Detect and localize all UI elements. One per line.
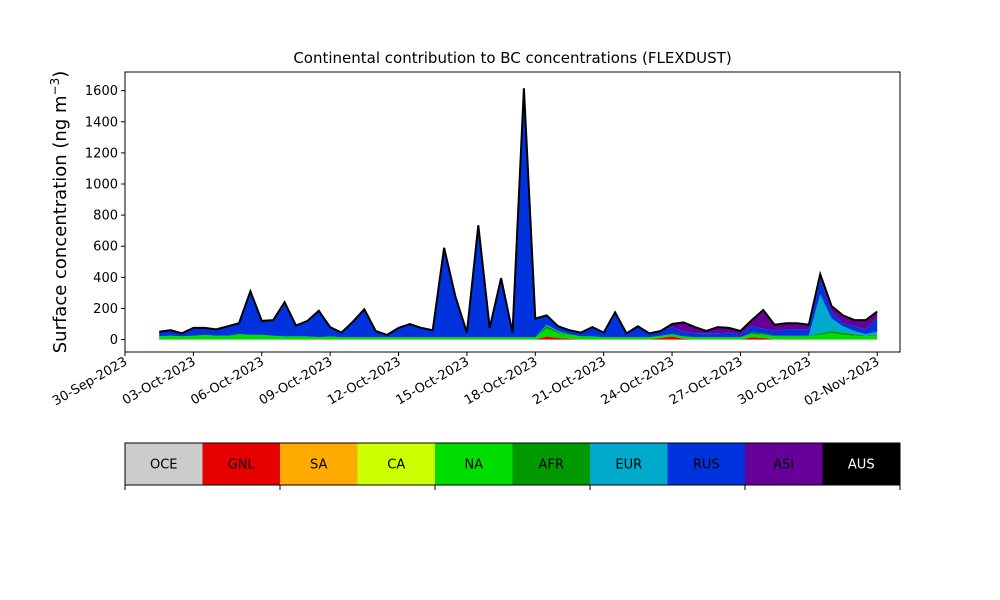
chart-title: Continental contribution to BC concentra…: [293, 49, 731, 67]
colorbar-legend: OCE GNL SA CA NA AFR EUR RUS ASI AUS: [124, 442, 901, 490]
y-tick-label: 600: [93, 240, 118, 255]
y-tick-label: 1000: [85, 178, 118, 193]
legend-swatch-oce: [125, 443, 203, 485]
legend-label-aus: AUS: [848, 458, 875, 473]
y-tick-label: 400: [93, 271, 118, 286]
y-tick-label: 0: [110, 333, 118, 348]
legend-swatch-aus: [822, 443, 901, 485]
y-axis-label: Surface concentration (ng m−3): [48, 71, 71, 354]
plot-frame: [124, 71, 901, 353]
x-tick-label: 12-Oct-2023: [325, 354, 403, 408]
y-axis-label-close: ): [50, 71, 71, 78]
area-na: [159, 328, 878, 340]
total-line: [159, 88, 878, 336]
legend-swatch-rus: [667, 443, 746, 485]
y-tick-label: 800: [93, 209, 118, 224]
legend-swatch-sa: [280, 443, 358, 485]
legend-label-rus: RUS: [693, 458, 720, 473]
axes: 0 200 400 600 800 1000 1200 1400 1600 30-Sep-202…: [50, 71, 901, 409]
x-tick-label: 24-Oct-2023: [599, 354, 677, 408]
legend-swatch-gnl: [202, 443, 281, 485]
area-afr: [159, 325, 878, 338]
y-axis-ticks: 0 200 400 600 800 1000 1200 1400 1600: [85, 84, 125, 348]
x-tick-label: 09-Oct-2023: [257, 354, 335, 408]
legend-label-eur: EUR: [615, 458, 642, 473]
legend-label-na: NA: [464, 458, 483, 473]
y-tick-label: 200: [93, 302, 118, 317]
x-tick-label: 27-Oct-2023: [667, 354, 745, 408]
x-tick-label: 30-Oct-2023: [735, 354, 813, 408]
y-tick-label: 1400: [85, 115, 118, 130]
legend-swatch-ca: [357, 443, 436, 485]
y-axis-label-main: Surface concentration (ng m: [50, 95, 71, 353]
legend-swatch-afr: [512, 443, 591, 485]
legend-label-ca: CA: [387, 458, 405, 473]
x-tick-label: 06-Oct-2023: [188, 354, 266, 408]
x-tick-label: 02-Nov-2023: [802, 354, 882, 409]
stacked-areas: [159, 88, 878, 340]
y-tick-label: 1200: [85, 146, 118, 161]
x-tick-label: 15-Oct-2023: [394, 354, 472, 408]
x-tick-label: 21-Oct-2023: [530, 354, 608, 408]
legend-label-afr: AFR: [539, 458, 564, 473]
x-tick-label: 30-Sep-2023: [50, 354, 130, 409]
x-tick-label: 18-Oct-2023: [462, 354, 540, 408]
legend-label-oce: OCE: [150, 458, 178, 473]
legend-swatch-eur: [590, 443, 668, 485]
legend-swatch-na: [435, 443, 513, 485]
y-tick-label: 1600: [85, 84, 118, 99]
legend-label-sa: SA: [310, 458, 327, 473]
x-tick-label: 03-Oct-2023: [120, 354, 198, 408]
y-axis-label-superscript: −3: [48, 78, 62, 96]
legend-swatch-asi: [745, 443, 823, 485]
x-axis-ticks: 30-Sep-202303-Oct-202306-Oct-202309-Oct-…: [50, 352, 882, 409]
legend-label-asi: ASI: [773, 458, 794, 473]
legend-frame: [124, 442, 901, 486]
legend-label-gnl: GNL: [228, 458, 256, 473]
